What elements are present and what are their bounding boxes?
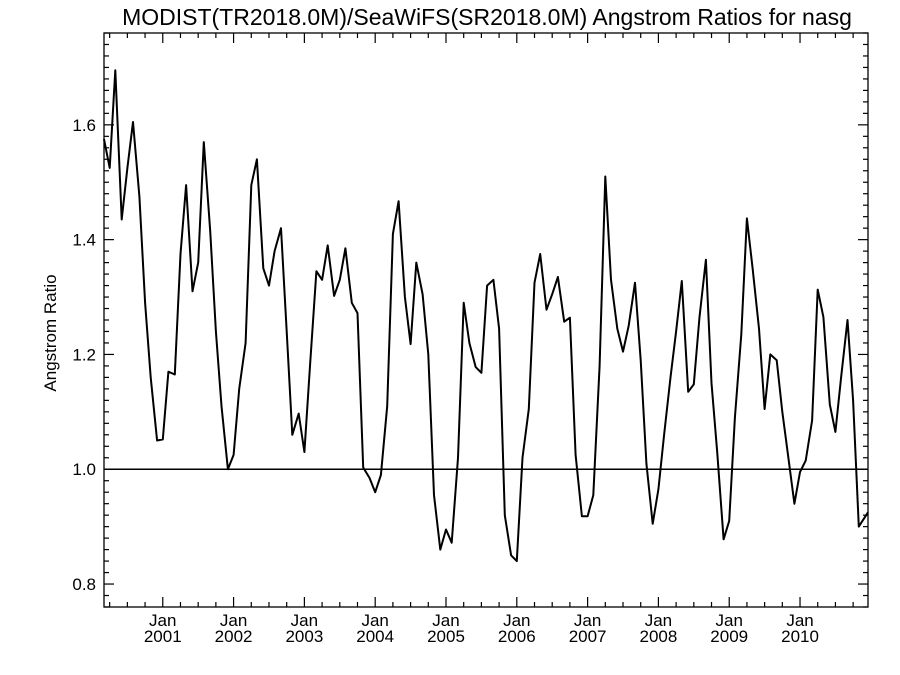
x-tick-month-label: Jan: [220, 611, 247, 630]
x-tick-year-label: 2004: [356, 627, 394, 646]
x-tick-month-label: Jan: [574, 611, 601, 630]
x-tick-year-label: 2009: [710, 627, 748, 646]
y-tick-label: 1.0: [72, 460, 96, 479]
x-tick-month-label: Jan: [149, 611, 176, 630]
x-tick-year-label: 2001: [144, 627, 182, 646]
x-tick-month-label: Jan: [432, 611, 459, 630]
x-tick-month-label: Jan: [503, 611, 530, 630]
x-tick-month-label: Jan: [361, 611, 388, 630]
x-tick-year-label: 2006: [498, 627, 536, 646]
x-tick-year-label: 2003: [285, 627, 323, 646]
plot-frame: [103, 32, 869, 608]
y-tick-label: 1.4: [72, 231, 96, 250]
y-tick-label: 1.6: [72, 116, 96, 135]
x-tick-year-label: 2007: [569, 627, 607, 646]
x-tick-year-label: 2010: [781, 627, 819, 646]
angstrom-ratio-series-line: [103, 69, 869, 563]
y-tick-label: 0.8: [72, 575, 96, 594]
y-axis-label: Angstrom Ratio: [41, 274, 60, 391]
x-tick-year-label: 2008: [639, 627, 677, 646]
x-tick-month-label: Jan: [645, 611, 672, 630]
y-tick-label: 1.2: [72, 345, 96, 364]
x-tick-month-label: Jan: [716, 611, 743, 630]
chart-title: MODIST(TR2018.0M)/SeaWiFS(SR2018.0M) Ang…: [122, 4, 852, 30]
x-tick-month-label: Jan: [786, 611, 813, 630]
x-tick-year-label: 2005: [427, 627, 465, 646]
x-tick-month-label: Jan: [291, 611, 318, 630]
x-tick-year-label: 2002: [215, 627, 253, 646]
